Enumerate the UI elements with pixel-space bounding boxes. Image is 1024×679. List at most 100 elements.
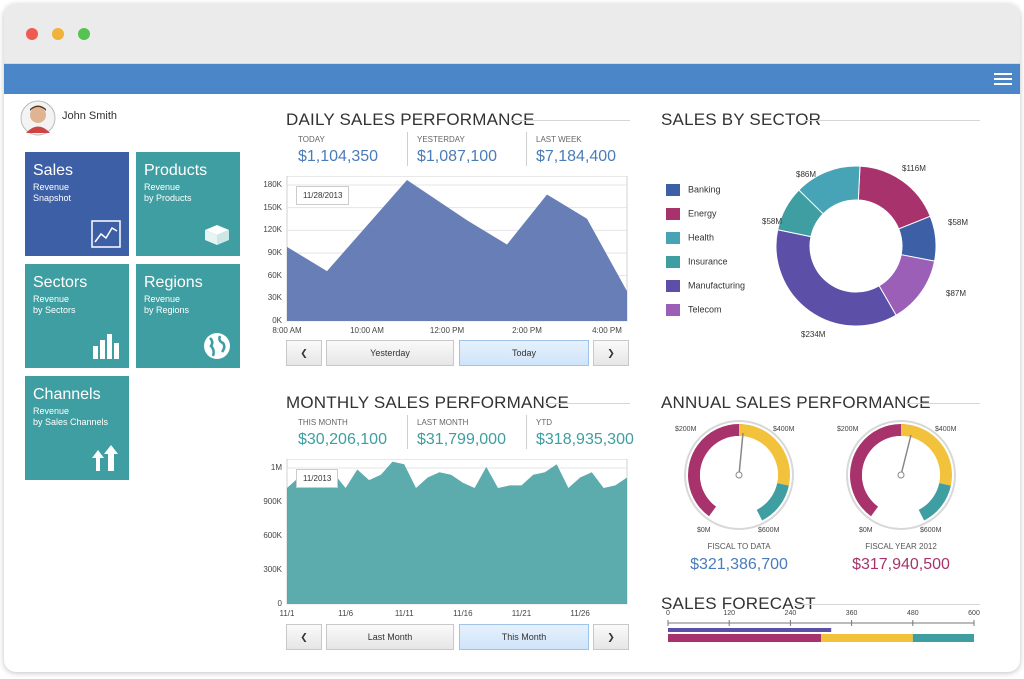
legend-swatch [666, 232, 680, 244]
kpi-value: $1,087,100 [417, 148, 498, 165]
kpi-label: YTD [536, 418, 552, 427]
gauge1-label-0: $0M [697, 527, 711, 534]
bar-chart-icon [93, 334, 119, 359]
kpi-label: THIS MONTH [298, 418, 348, 427]
tile-regions-subtitle-2: by Regions [144, 305, 190, 315]
legend-swatch [666, 208, 680, 220]
daily-next-arrow-button[interactable]: ❯ [593, 340, 629, 366]
y-tick-label: 60K [267, 270, 282, 280]
today-button[interactable]: Today [459, 340, 589, 366]
close-window-button[interactable] [26, 28, 38, 40]
sector-value-label: $86M [796, 170, 817, 179]
forecast-title-rule [794, 604, 980, 605]
minimize-window-button[interactable] [52, 28, 64, 40]
this-month-button[interactable]: This Month [459, 624, 589, 650]
legend-label: Manufacturing [688, 280, 746, 291]
browser-window: John Smith Sales Revenue Snapshot Produc… [4, 4, 1020, 672]
gauge2-value: $317,940,500 [852, 556, 950, 573]
forecast-tick-label: 120 [723, 610, 736, 617]
fiscal-year-2012-gauge [846, 420, 956, 530]
forecast-tick-label: 240 [784, 610, 797, 617]
globe-icon [204, 333, 230, 359]
kpi-separator [407, 415, 408, 449]
fiscal-to-date-gauge [684, 420, 794, 530]
tile-sales[interactable]: Sales Revenue Snapshot [25, 152, 129, 256]
arrows-icon [92, 445, 118, 471]
monthly-kpi-last-month: LAST MONTH $31,799,000 [417, 418, 506, 449]
legend-swatch [666, 304, 680, 316]
yesterday-button[interactable]: Yesterday [326, 340, 454, 366]
daily-date-label: 11/28/2013 [296, 186, 350, 205]
area-series [287, 461, 627, 604]
legend-item-banking: Banking [666, 184, 721, 196]
y-tick-label: 150K [263, 202, 282, 212]
legend-item-manufacturing: Manufacturing [666, 280, 745, 292]
legend-item-energy: Energy [666, 208, 717, 220]
kpi-value: $7,184,400 [536, 148, 617, 165]
daily-prev-arrow-button[interactable]: ❮ [286, 340, 322, 366]
daily-kpi-last-week: LAST WEEK $7,184,400 [536, 135, 616, 166]
tile-products-subtitle: Revenue [144, 182, 181, 192]
tile-regions[interactable]: Regions Revenue by Regions [136, 264, 240, 368]
maximize-window-button[interactable] [78, 28, 90, 40]
monthly-next-arrow-button[interactable]: ❯ [593, 624, 629, 650]
x-tick-label: 11/11 [394, 609, 414, 618]
kpi-value: $318,935,300 [536, 431, 634, 448]
tile-regions-subtitle: Revenue [144, 294, 181, 304]
kpi-label: YESTERDAY [417, 135, 465, 144]
x-tick-label: 8:00 AM [272, 326, 302, 335]
tile-products-title: Products [144, 162, 208, 179]
forecast-tick-label: 0 [666, 610, 670, 617]
tile-channels-subtitle-2: by Sales Channels [33, 417, 109, 427]
annual-sales-title: ANNUAL SALES PERFORMANCE [661, 393, 931, 412]
sales-forecast-title: SALES FORECAST [661, 594, 816, 613]
hamburger-menu-icon[interactable] [994, 70, 1012, 88]
sector-donut-chart [775, 165, 937, 327]
tile-products[interactable]: Products Revenue by Products [136, 152, 240, 256]
x-tick-label: 11/16 [453, 609, 473, 618]
tile-sectors-subtitle-2: by Sectors [33, 305, 76, 315]
legend-label: Energy [688, 208, 717, 219]
y-tick-label: 900K [263, 497, 282, 506]
kpi-value: $30,206,100 [298, 431, 387, 448]
tile-sectors[interactable]: Sectors Revenue by Sectors [25, 264, 129, 368]
legend-label: Telecom [688, 304, 722, 315]
tile-sectors-subtitle: Revenue [33, 294, 70, 304]
legend-label: Health [688, 232, 715, 243]
last-month-button[interactable]: Last Month [326, 624, 454, 650]
y-tick-label: 120K [263, 225, 282, 235]
y-tick-label: 180K [263, 180, 282, 189]
user-profile[interactable]: John Smith [20, 100, 160, 138]
kpi-label: LAST WEEK [536, 135, 582, 144]
kpi-value: $1,104,350 [298, 148, 379, 165]
box-icon [205, 225, 229, 245]
gauge1-label-400: $400M [773, 426, 795, 433]
tile-regions-title: Regions [144, 274, 203, 291]
legend-item-telecom: Telecom [666, 304, 722, 316]
forecast-tick-label: 600 [968, 610, 980, 617]
daily-sales-chart [286, 176, 628, 322]
monthly-kpi-this-month: THIS MONTH $30,206,100 [298, 418, 387, 449]
kpi-label: LAST MONTH [417, 418, 469, 427]
y-tick-label: 300K [263, 565, 282, 574]
legend-label: Insurance [688, 256, 728, 267]
y-tick-label: 1M [270, 463, 282, 472]
tile-channels[interactable]: Channels Revenue by Sales Channels [25, 376, 129, 480]
tile-sales-subtitle: Revenue [33, 182, 70, 192]
forecast-tick-label: 360 [845, 610, 858, 617]
x-tick-label: 12:00 PM [429, 326, 465, 335]
gauge1-value: $321,386,700 [690, 556, 788, 573]
app-header-bar [4, 64, 1020, 94]
x-tick-label: 11/6 [338, 609, 354, 618]
monthly-prev-arrow-button[interactable]: ❮ [286, 624, 322, 650]
sales-forecast-chart [667, 620, 975, 642]
gauge2-label-200: $200M [837, 426, 859, 433]
daily-kpi-yesterday: YESTERDAY $1,087,100 [417, 135, 497, 166]
line-chart-icon [91, 220, 121, 248]
user-name: John Smith [62, 110, 118, 122]
kpi-value: $31,799,000 [417, 431, 506, 448]
gauge1-caption: FISCAL TO DATA [707, 542, 771, 551]
gauge2-label-600: $600M [920, 527, 942, 534]
x-tick-label: 11/21 [511, 609, 532, 618]
sector-value-label: $58M [948, 218, 969, 227]
